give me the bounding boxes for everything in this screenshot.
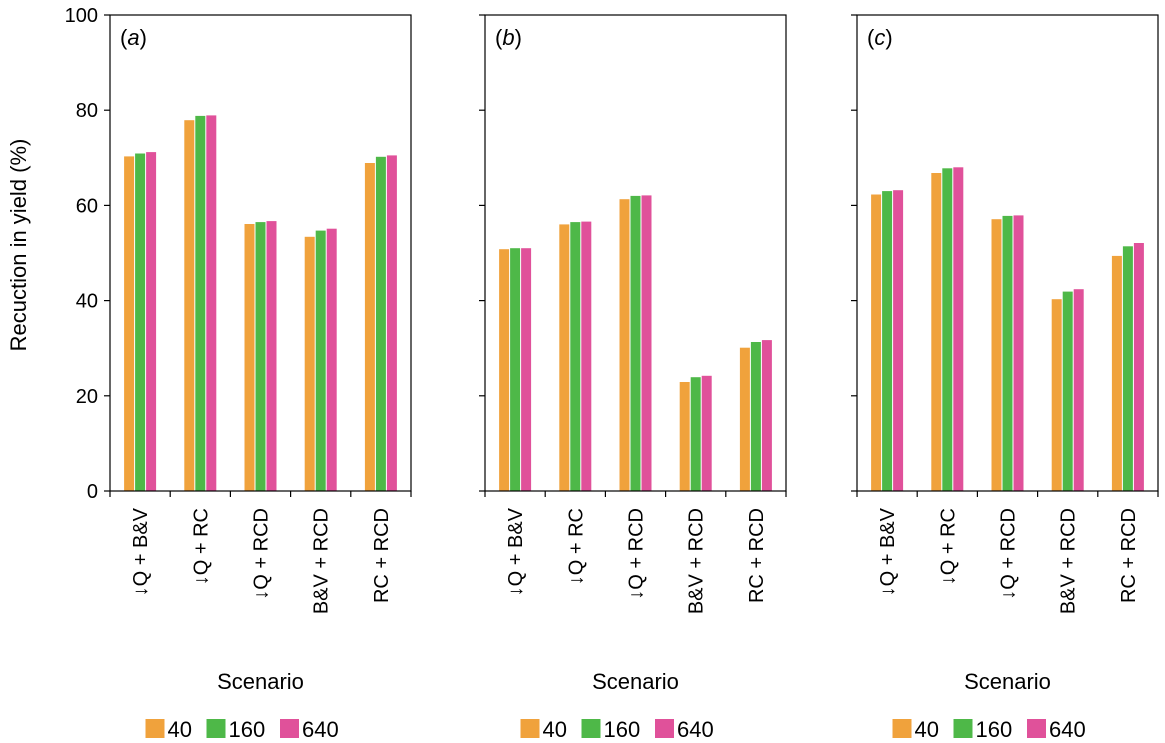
y-axis-label: Recuction in yield (%): [6, 139, 31, 352]
legend-label-160: 160: [976, 717, 1013, 742]
bar-c-c2-s160: [1002, 215, 1013, 491]
y-tick-label: 60: [76, 195, 98, 217]
bar-a-c3-s40: [304, 236, 315, 491]
panel-label: (b): [495, 25, 522, 50]
category-label: B&V + RCD: [1058, 508, 1080, 614]
bar-a-c1-s160: [195, 115, 206, 492]
bar-b-c1-s160: [570, 222, 581, 491]
panel-label: (a): [120, 25, 147, 50]
x-axis-label: Scenario: [964, 669, 1051, 694]
bar-b-c1-s640: [581, 221, 592, 491]
bar-b-c2-s40: [619, 199, 630, 491]
bar-c-c4-s40: [1111, 255, 1122, 491]
category-label: ↓Q + RC: [937, 508, 959, 585]
category-label: ↓Q + RCD: [626, 508, 648, 600]
legend-label-640: 640: [677, 717, 714, 742]
legend-swatch-640: [655, 719, 674, 738]
chart-panel-b: ↓Q + B&V ↓Q + RC ↓Q + RCD B&V + RCD RC + RCD…: [479, 14, 787, 742]
bar-b-c3-s160: [690, 377, 701, 491]
bar-b-c3-s40: [679, 382, 690, 491]
bar-c-c3-s640: [1073, 289, 1084, 491]
legend-swatch-160: [206, 719, 226, 738]
legend-swatch-40: [520, 719, 540, 738]
x-axis-label: Scenario: [592, 669, 679, 694]
panel-label: (c): [867, 25, 893, 50]
bar-c-c1-s40: [931, 173, 942, 491]
bar-c-c1-s640: [953, 167, 964, 492]
bar-b-c4-s40: [739, 347, 750, 491]
category-label: ↓Q + RCD: [998, 508, 1020, 600]
legend-label-160: 160: [229, 717, 266, 742]
bar-a-c4-s40: [364, 163, 375, 491]
legend-swatch-40: [145, 719, 165, 738]
category-label: B&V + RCD: [311, 508, 333, 614]
legend-label-40: 40: [915, 717, 939, 742]
category-label: ↓Q + RCD: [251, 508, 273, 600]
y-tick-label: 80: [76, 100, 98, 122]
bar-b-c0-s160: [510, 248, 521, 491]
bar-c-c3-s40: [1051, 299, 1062, 491]
category-label: ↓Q + RC: [190, 508, 212, 585]
bar-b-c4-s640: [761, 340, 772, 491]
bar-c-c2-s40: [991, 219, 1002, 491]
bar-c-c0-s160: [882, 191, 893, 491]
category-label: ↓Q + B&V: [505, 507, 527, 596]
bar-a-c0-s40: [124, 156, 135, 491]
chart-panel-a: 0 20 40 60 80 100 ↓Q + B&V ↓Q + RC ↓Q + RCD B&V +…: [65, 5, 412, 742]
legend-swatch-640: [280, 719, 299, 738]
bar-b-c0-s640: [521, 248, 532, 491]
y-tick-label: 100: [65, 5, 98, 27]
category-label: RC + RCD: [746, 508, 768, 603]
legend-label-40: 40: [168, 717, 192, 742]
category-label: B&V + RCD: [686, 508, 708, 614]
bar-c-c0-s40: [871, 194, 882, 491]
legend-label-640: 640: [302, 717, 339, 742]
bar-a-c0-s640: [146, 152, 157, 491]
bar-c-c4-s160: [1122, 246, 1133, 491]
bar-c-c3-s160: [1062, 291, 1073, 491]
bar-c-c4-s640: [1133, 243, 1144, 491]
bar-a-c0-s160: [135, 153, 146, 491]
bar-b-c1-s40: [559, 224, 570, 491]
legend-swatch-40: [892, 719, 912, 738]
bar-a-c1-s40: [184, 120, 195, 491]
bar-a-c2-s160: [255, 222, 266, 491]
bar-b-c3-s640: [701, 375, 712, 491]
chart-panel-c: ↓Q + B&V ↓Q + RC ↓Q + RCD B&V + RCD RC + RCD…: [851, 14, 1159, 742]
bar-a-c3-s160: [315, 230, 326, 491]
legend-label-40: 40: [543, 717, 567, 742]
legend-swatch-160: [953, 719, 973, 738]
bar-a-c1-s640: [206, 115, 217, 492]
y-tick-label: 40: [76, 291, 98, 313]
bar-a-c4-s160: [375, 156, 386, 492]
plot-frame: [109, 14, 412, 492]
plot-frame: [484, 14, 787, 492]
legend-label-160: 160: [604, 717, 641, 742]
bar-c-c0-s640: [893, 190, 904, 491]
category-label: RC + RCD: [371, 508, 393, 603]
bar-b-c2-s160: [630, 195, 641, 491]
bar-a-c2-s640: [266, 221, 277, 491]
category-label: RC + RCD: [1118, 508, 1140, 603]
bar-c-c2-s640: [1013, 215, 1024, 491]
category-label: ↓Q + B&V: [877, 507, 899, 596]
y-tick-label: 0: [87, 481, 98, 503]
bar-a-c2-s40: [244, 224, 255, 491]
legend-label-640: 640: [1049, 717, 1086, 742]
legend-swatch-160: [581, 719, 601, 738]
category-label: ↓Q + B&V: [130, 507, 152, 596]
bar-b-c2-s640: [641, 195, 652, 491]
category-label: ↓Q + RC: [565, 508, 587, 585]
bar-b-c0-s40: [499, 249, 510, 491]
plot-frame: [856, 14, 1159, 492]
bar-a-c3-s640: [326, 228, 337, 491]
legend-swatch-640: [1027, 719, 1046, 738]
bar-a-c4-s640: [386, 155, 397, 491]
x-axis-label: Scenario: [217, 669, 304, 694]
bar-b-c4-s160: [750, 342, 761, 491]
bar-c-c1-s160: [942, 168, 953, 492]
y-tick-label: 20: [76, 386, 98, 408]
